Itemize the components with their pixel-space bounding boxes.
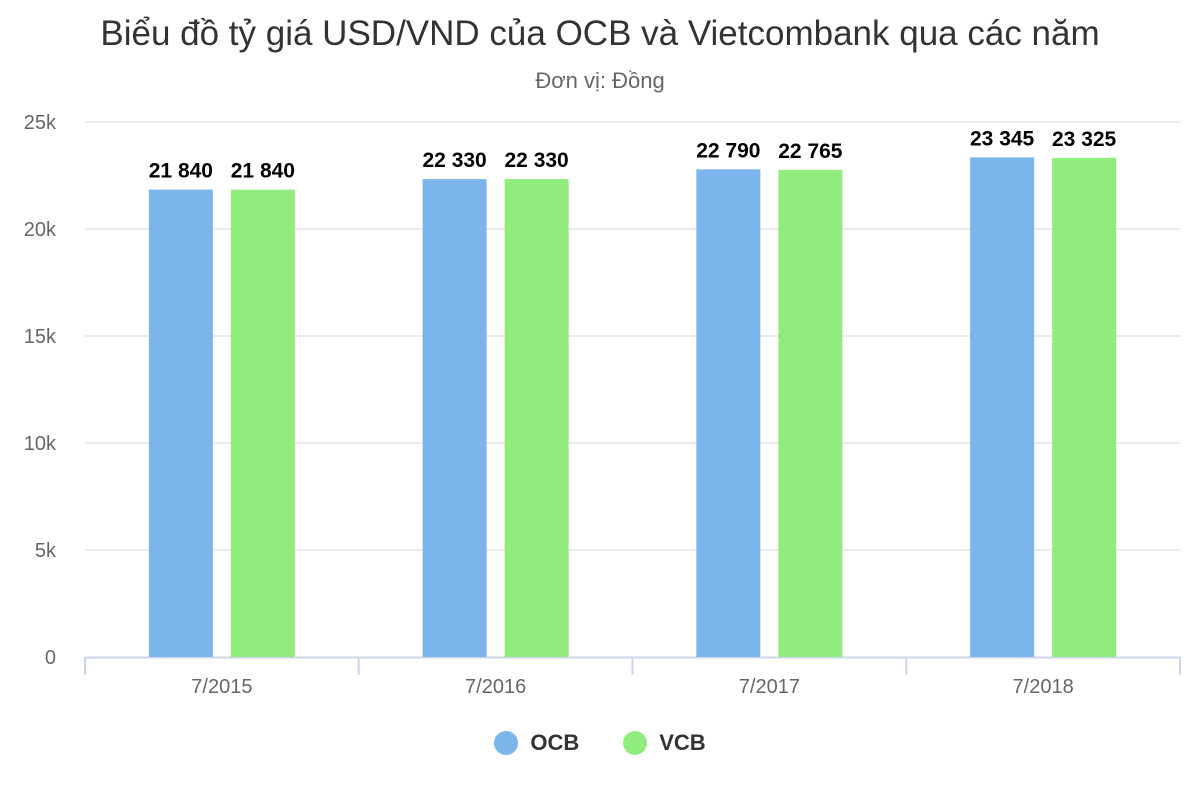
- legend: OCB VCB: [0, 730, 1200, 756]
- data-label: 23 325: [1052, 128, 1117, 151]
- bar-chart: 0 5k 10k 15k 20k 25k 7/2015 21 840 21 840 7/2016 2…: [24, 112, 1181, 698]
- bar-ocb[interactable]: [696, 169, 761, 657]
- bar-ocb[interactable]: [422, 179, 487, 657]
- y-tick-label: 5k: [35, 540, 57, 562]
- bar-vcb[interactable]: [778, 169, 843, 658]
- data-label: 22 765: [778, 140, 843, 163]
- legend-label: OCB: [530, 730, 580, 755]
- bar-vcb[interactable]: [1052, 157, 1117, 657]
- x-tick-label: 7/2016: [465, 676, 526, 698]
- y-tick-label: 15k: [24, 326, 57, 348]
- legend-dot-icon: [494, 731, 519, 755]
- x-tick-label: 7/2017: [739, 676, 800, 698]
- bar-vcb[interactable]: [504, 179, 569, 657]
- chart-subtitle: Đơn vị: Đồng: [535, 68, 665, 93]
- legend-item-ocb[interactable]: OCB: [494, 730, 579, 756]
- legend-label: VCB: [659, 730, 706, 755]
- y-tick-label: 0: [45, 647, 56, 669]
- data-label: 22 330: [505, 149, 569, 172]
- legend-item-vcb[interactable]: VCB: [623, 730, 706, 756]
- y-tick-label: 25k: [24, 112, 57, 134]
- data-label: 21 840: [231, 160, 295, 183]
- x-tick-label: 7/2018: [1013, 676, 1074, 698]
- data-label: 21 840: [149, 160, 213, 183]
- data-label: 23 345: [970, 127, 1035, 150]
- data-label: 22 790: [696, 139, 760, 162]
- y-tick-label: 10k: [24, 433, 57, 455]
- y-tick-label: 20k: [24, 219, 57, 241]
- bar-vcb[interactable]: [230, 189, 295, 657]
- bar-ocb[interactable]: [970, 157, 1035, 658]
- legend-dot-icon: [623, 731, 648, 755]
- chart-title: Biểu đồ tỷ giá USD/VND của OCB và Vietco…: [100, 14, 1100, 53]
- bar-ocb[interactable]: [148, 189, 213, 657]
- data-label: 22 330: [423, 149, 487, 172]
- x-tick-label: 7/2015: [191, 676, 252, 698]
